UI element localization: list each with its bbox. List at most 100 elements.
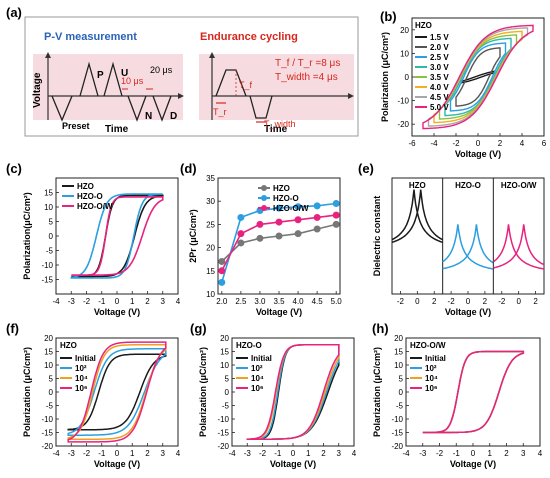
x-tick-label: 2: [432, 297, 437, 306]
pv-loop-series: [455, 47, 501, 107]
x-tick-label: 0: [115, 449, 120, 458]
y-tick-label: 10: [400, 49, 409, 58]
y-tick-label: 10: [44, 203, 53, 212]
t10-label: 10 μs: [121, 76, 144, 86]
data-point: [332, 200, 340, 208]
x-tick-label: 2.0: [216, 297, 228, 306]
ec-yaxis-arrow: [209, 52, 215, 58]
x-tick-label: 2: [145, 297, 150, 306]
x-tick-label: -3: [68, 449, 76, 458]
x-tick-label: 3.0: [254, 297, 266, 306]
x-axis-label: Voltage (V): [256, 307, 302, 317]
twidth-label: T_width: [264, 119, 296, 129]
x-tick-label: 1: [130, 449, 135, 458]
x-tick-label: 3.5: [273, 297, 285, 306]
x-axis-label: Voltage (V): [94, 307, 140, 317]
x-tick-label: -3: [419, 449, 427, 458]
cv-curve: [442, 224, 494, 270]
panel-g: -4 -3 -2 -1 0 1 2 3 4-20-15-10-505101520Voltage …: [190, 321, 357, 469]
x-tick-label: 3: [521, 449, 526, 458]
subpanel-title: HZO-O: [455, 181, 481, 190]
y-tick-label: -15: [391, 429, 403, 438]
x-tick-label: 0: [516, 297, 521, 306]
cv-curve: [493, 224, 545, 269]
y-tick-label: -20: [217, 442, 229, 451]
y-tick-label: -5: [396, 402, 404, 411]
y-axis-label: Polarization (μC/cm²): [22, 347, 32, 437]
data-point: [256, 234, 264, 242]
y-axis-label: 2Pr (μC/cm²): [188, 209, 198, 263]
x-tick-label: -2: [448, 297, 456, 306]
data-point: [294, 203, 302, 211]
panel-f: -4 -3 -2 -1 0 1 2 3 4-20-15-10-505101520Voltage …: [6, 321, 181, 469]
y-tick-label: 30: [206, 197, 215, 206]
x-tick-label: 5.0: [331, 297, 343, 306]
d-pulse: [152, 95, 172, 122]
x-tick-label: -2: [498, 297, 506, 306]
x-tick-label: 4: [176, 297, 181, 306]
pv-loop-series: [449, 42, 507, 112]
p-pulse: [79, 61, 99, 97]
x-tick-label: -4: [402, 449, 410, 458]
y-tick-label: -20: [41, 442, 53, 451]
x-axis-label: Voltage (V): [270, 459, 316, 469]
data-point: [237, 230, 245, 238]
legend-label: 10²: [251, 364, 263, 373]
preset-pulse: [51, 95, 73, 122]
y-tick-label: 20: [44, 334, 53, 343]
subpanel-title: HZO-O/W: [501, 181, 537, 190]
legend-label: 2.5 V: [430, 53, 449, 62]
legend-label: HZO: [77, 182, 94, 191]
y-tick-label: 10: [220, 361, 229, 370]
legend-label: 10⁴: [75, 374, 88, 383]
x-tick-label: 2: [504, 449, 509, 458]
legend-label: 10⁴: [251, 374, 264, 383]
y-tick-label: -5: [46, 402, 54, 411]
x-tick-label: -6: [408, 139, 416, 148]
n-pulse: [127, 95, 147, 122]
pv-loop-series: [422, 350, 525, 434]
chart-title: HZO: [415, 21, 432, 30]
u-pulse: [103, 61, 123, 97]
legend-label: HZO-O/W: [273, 204, 309, 213]
x-tick-label: 1: [488, 449, 493, 458]
pv-loop-series: [246, 344, 340, 440]
y-tick-label: 15: [206, 267, 215, 276]
x-tick-label: 3: [337, 449, 342, 458]
cv-curve: [391, 189, 444, 244]
x-tick-label: -1: [98, 449, 106, 458]
legend-label: 10⁶: [75, 384, 88, 393]
x-tick-label: -2: [397, 297, 405, 306]
tr-label: T_r: [213, 107, 227, 117]
legend-marker: [261, 185, 267, 191]
x-tick-label: -2: [83, 297, 91, 306]
chart-title: HZO-O: [236, 341, 262, 350]
y-axis-label: Polarization(μC/cm²): [22, 192, 32, 280]
pv-loop-series: [67, 341, 167, 443]
ec-title: Endurance cycling: [200, 31, 298, 43]
y-tick-label: -10: [41, 261, 53, 270]
legend-label: Initial: [251, 354, 272, 363]
legend-label: 1.5 V: [430, 33, 449, 42]
x-tick-label: 4.5: [312, 297, 324, 306]
x-tick-label: -2: [436, 449, 444, 458]
legend-marker: [261, 195, 267, 201]
ec-neg-pulse: [249, 95, 273, 119]
panel-a-frame: [24, 16, 359, 137]
panel-label: (h): [372, 321, 389, 336]
y-tick-label: 5: [49, 375, 54, 384]
legend-marker: [261, 205, 267, 211]
y-tick-label: 0: [225, 388, 230, 397]
y-tick-label: 10: [206, 290, 215, 299]
ec-shade: [199, 54, 354, 120]
panel-h: -4 -3 -2 -1 0 1 2 3 4-20-15-10-505101520Voltage …: [372, 321, 543, 469]
legend-label: 3.5 V: [430, 73, 449, 82]
x-tick-label: 2: [321, 449, 326, 458]
x-tick-label: -1: [98, 297, 106, 306]
y-tick-label: 10: [44, 361, 53, 370]
y-tick-label: -15: [41, 276, 53, 285]
cv-curve: [442, 224, 494, 270]
y-tick-label: 25: [206, 220, 215, 229]
